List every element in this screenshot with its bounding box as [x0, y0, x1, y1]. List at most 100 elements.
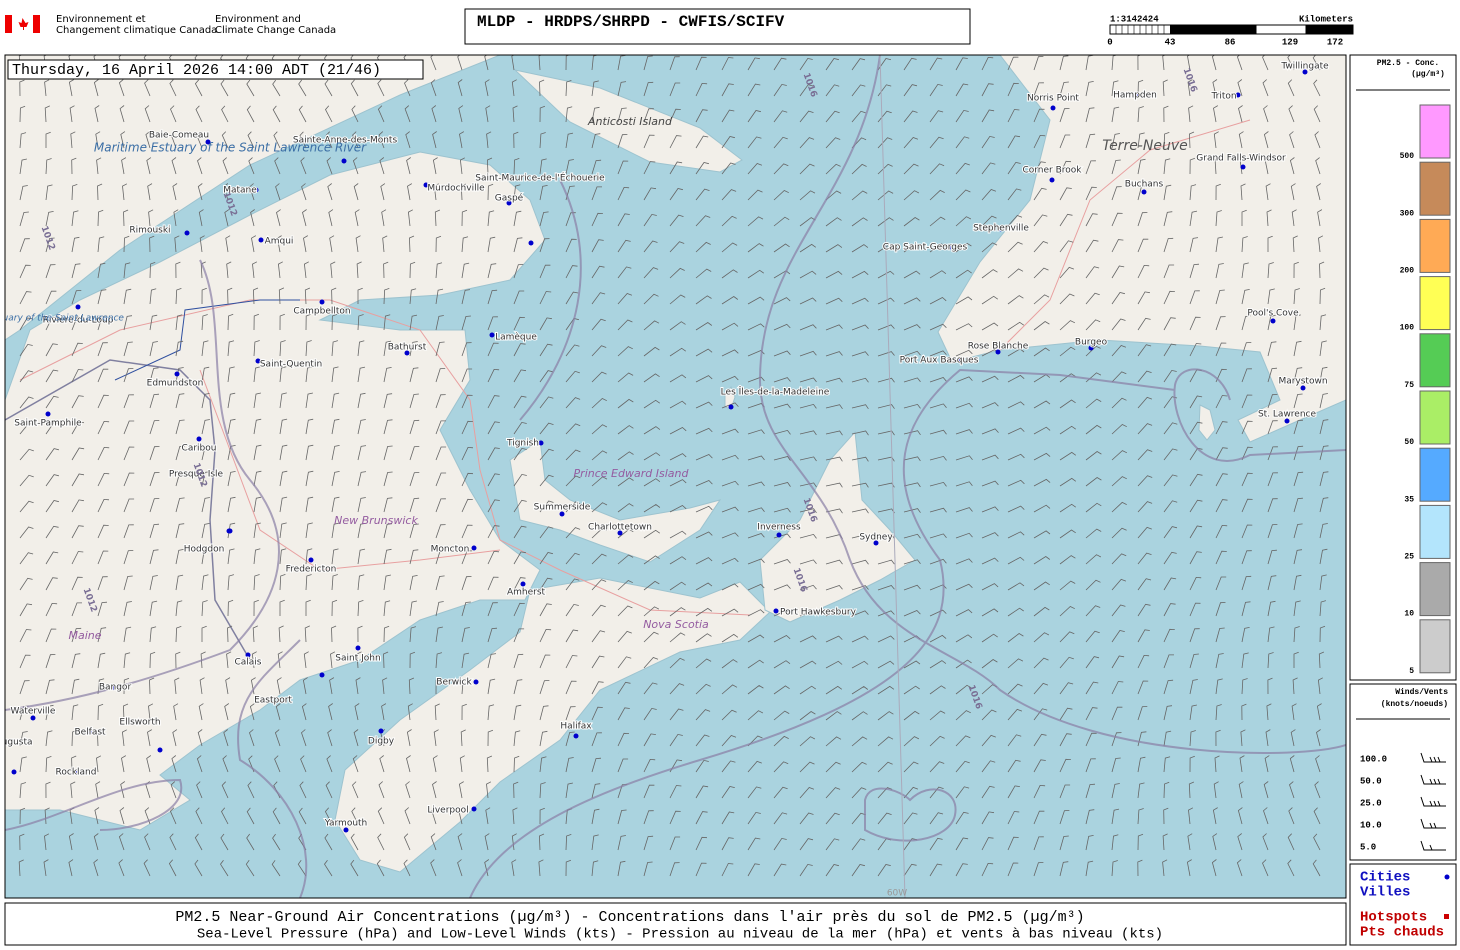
city-dot [995, 349, 1001, 355]
city-label: Saint-Pamphile [14, 419, 82, 429]
city-label: Pool's Cove [1247, 309, 1299, 319]
city-label: Bathurst [388, 343, 427, 353]
footer-text: Sea-Level Pressure (hPa) and Low-Level W… [197, 927, 1163, 943]
city-dot [538, 440, 544, 446]
logo: Environnement et Changement climatique C… [5, 14, 336, 36]
level-swatch [1419, 447, 1451, 502]
level-label: 25 [1404, 553, 1414, 562]
city-label: Buchans [1125, 180, 1164, 190]
grid-label: 60W [887, 889, 907, 899]
city-label: Saint-Quentin [260, 360, 322, 370]
title-box [464, 8, 971, 45]
level-swatch [1419, 562, 1451, 617]
city-dot [520, 581, 526, 587]
city-dot [319, 299, 325, 305]
city-label: Rose Blanche [968, 342, 1029, 352]
wind-symbol [1420, 840, 1446, 851]
scale: 1:3142424 [1110, 14, 1159, 24]
city-label: Stephenville [973, 224, 1029, 234]
city-dot [1088, 345, 1094, 351]
region-label: Maine [68, 629, 101, 642]
city-label: Augusta [0, 738, 33, 748]
wind-symbol [1420, 752, 1446, 763]
wind-label: 50.0 [1360, 776, 1382, 786]
wind-label: 5.0 [1360, 842, 1376, 852]
city-label: Baie-Comeau [149, 131, 209, 141]
city-dot [1141, 189, 1147, 195]
level-label: 200 [1400, 267, 1415, 276]
city-dot [617, 530, 623, 536]
legend-unit: (knots/noeuds) [1381, 700, 1448, 709]
level-label: 300 [1400, 209, 1415, 218]
scale-tick: 86 [1225, 37, 1236, 47]
city-dot [184, 230, 190, 236]
city-dot [873, 540, 879, 546]
org-text: Environnement et [56, 14, 146, 25]
city-label: Presque Isle [169, 470, 224, 480]
city-dot [956, 357, 962, 363]
city-dot [75, 304, 81, 310]
city-dot [253, 187, 259, 193]
wind-label: 25.0 [1360, 798, 1382, 808]
city-dot [1284, 418, 1290, 424]
city-dot [341, 158, 347, 164]
city-dot [87, 729, 93, 735]
city-dot [258, 237, 264, 243]
legend-title: PM2.5 - Conc. [1377, 59, 1439, 68]
city-label: Saint John [335, 654, 380, 664]
meridian [879, 55, 906, 898]
city-label: Les Îles-de-la-Madeleine [721, 386, 830, 398]
city-label: Corner Brook [1022, 166, 1082, 176]
city-dot [423, 182, 429, 188]
city-dot [506, 200, 512, 206]
wind-legend [1349, 683, 1457, 861]
city-dot [174, 371, 180, 377]
level-label: 100 [1400, 324, 1415, 333]
wind-symbol [1420, 818, 1446, 829]
city-dot [489, 332, 495, 338]
isobars [5, 55, 1346, 898]
org-text: Changement climatique Canada [56, 25, 217, 36]
city-label: Summerside [534, 503, 591, 513]
level-label: 500 [1400, 152, 1415, 161]
city-dot [1049, 177, 1055, 183]
city-label: St. Lawrence [1258, 410, 1317, 420]
city-label: Halifax [560, 722, 592, 732]
region-label: Nova Scotia [643, 618, 709, 631]
city-label: Calais [234, 658, 261, 668]
wind-label: 10.0 [1360, 820, 1382, 830]
city-dot [378, 728, 384, 734]
wind-symbol [1420, 774, 1446, 785]
city-label: Ellsworth [119, 718, 160, 728]
city-label: Caribou [182, 444, 217, 454]
org-text: Environment and [215, 14, 301, 25]
cities-label: Villes [1360, 885, 1410, 901]
region-label: New Brunswick [334, 514, 418, 527]
scale-tick: 172 [1327, 37, 1343, 47]
city-dot [343, 827, 349, 833]
scale-bar: 1:3142424 Kilometers [1109, 14, 1354, 35]
level-label: 35 [1404, 495, 1414, 504]
city-dot [255, 358, 261, 364]
city-dot [73, 769, 79, 775]
city-label: Port Aux Basques [900, 356, 979, 366]
city-dot [1132, 92, 1138, 98]
wind-label: 100.0 [1360, 754, 1387, 764]
city-label: Liverpool [427, 806, 468, 816]
city-dot [45, 411, 51, 417]
city-label: Marystown [1278, 377, 1327, 387]
region-label: Anticosti Island [587, 115, 673, 128]
city-dot [559, 511, 565, 517]
city-label: Waterville [11, 707, 56, 717]
city-dot [30, 715, 36, 721]
city-dot [947, 244, 953, 250]
city-label: Sainte-Anne-des-Monts [293, 136, 398, 146]
city-label: Saint-Maurice-de-l'Échouerie [475, 172, 605, 184]
city-label: Norris Point [1027, 94, 1079, 104]
city-dot [776, 532, 782, 538]
city-label: Moncton [431, 545, 470, 555]
scale-tick: 0 [1107, 37, 1112, 47]
level-swatch [1419, 333, 1451, 388]
